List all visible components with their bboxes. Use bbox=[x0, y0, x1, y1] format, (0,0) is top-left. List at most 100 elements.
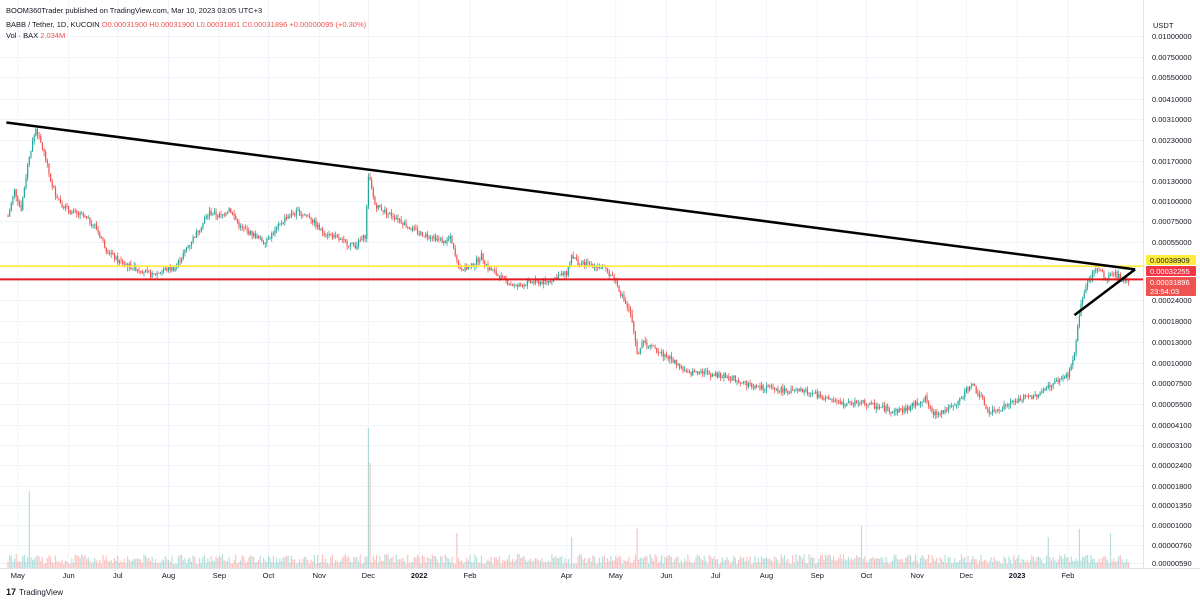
volume-bar bbox=[1011, 563, 1013, 568]
volume-bar bbox=[277, 562, 279, 568]
volume-bar bbox=[76, 555, 78, 568]
volume-bar bbox=[602, 556, 604, 568]
volume-bar bbox=[213, 560, 216, 568]
volume-bar bbox=[1124, 561, 1126, 568]
candle-body bbox=[416, 229, 419, 234]
volume-bar bbox=[240, 560, 242, 568]
candle-body bbox=[664, 354, 666, 357]
volume-bar bbox=[867, 561, 869, 568]
volume-bar bbox=[821, 554, 823, 568]
candle-body bbox=[764, 389, 766, 391]
candle-body bbox=[323, 232, 325, 235]
trendlines[interactable] bbox=[6, 121, 1136, 317]
candle-body bbox=[228, 208, 230, 212]
candle-body bbox=[87, 217, 89, 219]
candle-body bbox=[770, 385, 773, 387]
candle-body bbox=[163, 269, 165, 272]
candle-body bbox=[353, 242, 355, 246]
time-tick-label: 2023 bbox=[1009, 571, 1026, 580]
volume-bar bbox=[433, 556, 435, 568]
symbol-label[interactable]: BABB / Tether, 1D, KUCOIN bbox=[6, 20, 100, 29]
volume-bar bbox=[857, 557, 859, 568]
candle-body bbox=[1044, 388, 1046, 391]
time-tick-label: May bbox=[609, 571, 623, 580]
candle-body bbox=[924, 395, 926, 401]
candle-body bbox=[670, 356, 673, 360]
volume-bar bbox=[860, 526, 863, 568]
candle-body bbox=[785, 388, 787, 391]
candle-body bbox=[546, 281, 548, 283]
volume-bar bbox=[682, 563, 684, 568]
volume-bar bbox=[74, 554, 76, 568]
volume-bar bbox=[507, 558, 509, 568]
time-tick-label: Jun bbox=[661, 571, 673, 580]
volume-bar bbox=[777, 560, 779, 568]
candle-body bbox=[320, 228, 322, 230]
price-tick-label: 0.00230000 bbox=[1152, 136, 1192, 145]
candle-body bbox=[698, 372, 700, 374]
volume-bar bbox=[1023, 559, 1025, 568]
candle-body bbox=[605, 266, 607, 269]
candle-body bbox=[790, 389, 792, 394]
volume-bar bbox=[826, 556, 828, 568]
volume-bar bbox=[890, 561, 892, 568]
volume-bar bbox=[46, 558, 48, 568]
candle-body bbox=[408, 227, 410, 229]
volume-bar bbox=[787, 558, 789, 568]
ohlc-values: O0.00031900 H0.00031900 L0.00031801 C0.0… bbox=[101, 20, 367, 29]
candle-body bbox=[230, 208, 232, 213]
candle-body bbox=[374, 197, 376, 205]
candle-body bbox=[862, 400, 864, 403]
price-axis[interactable]: 0.01000000 0.00750000 0.00550000 0.00410000… bbox=[1152, 32, 1192, 568]
volume-bar bbox=[836, 559, 838, 568]
volume-bar bbox=[1070, 556, 1072, 568]
candle-body bbox=[285, 217, 288, 219]
volume-bar bbox=[92, 561, 94, 568]
volume-bar bbox=[1093, 558, 1095, 568]
time-axis[interactable]: May Jun Jul Aug Sep Oct Nov Dec 2022 Feb Apr May Jun… bbox=[11, 571, 1075, 580]
volume-bar bbox=[914, 554, 917, 568]
tradingview-footer[interactable]: 17 TradingView bbox=[6, 587, 63, 597]
volume-bar bbox=[923, 557, 925, 568]
volume-bar bbox=[675, 556, 677, 568]
candle-body bbox=[141, 272, 143, 274]
volume-bar bbox=[1096, 562, 1099, 568]
volume-bar bbox=[318, 562, 320, 568]
volume-bar bbox=[1106, 559, 1108, 568]
volume-bar bbox=[582, 559, 584, 568]
volume-bar bbox=[502, 560, 504, 568]
candle-body bbox=[9, 210, 11, 217]
volume-bar bbox=[633, 559, 635, 568]
candle-body bbox=[258, 235, 260, 238]
candle-body bbox=[810, 393, 812, 395]
volume-legend: Vol · BAX 2.034M bbox=[6, 31, 65, 40]
volume-bar bbox=[474, 554, 476, 568]
volume-bar bbox=[962, 558, 964, 568]
volume-bar bbox=[618, 555, 620, 568]
candle-body bbox=[1109, 273, 1112, 275]
candle-body bbox=[362, 235, 365, 239]
volume-bar bbox=[267, 555, 270, 568]
volume-label[interactable]: Vol · BAX bbox=[6, 31, 39, 40]
volume-bar bbox=[302, 558, 304, 568]
candle-body bbox=[426, 233, 428, 237]
volume-bar bbox=[312, 561, 314, 568]
volume-bar bbox=[1082, 556, 1084, 568]
volume-bar bbox=[1108, 563, 1110, 568]
volume-bar bbox=[1029, 560, 1031, 568]
volume-bar bbox=[328, 563, 330, 568]
time-tick-label: Sep bbox=[213, 571, 226, 580]
candle-body bbox=[433, 236, 435, 239]
volume-bar bbox=[919, 557, 922, 568]
candle-body bbox=[923, 400, 925, 403]
volume-bar bbox=[212, 560, 214, 568]
volume-bar bbox=[177, 556, 179, 568]
candle-body bbox=[1111, 273, 1113, 275]
candle-body bbox=[783, 388, 786, 393]
volume-bar bbox=[906, 556, 908, 568]
volume-bar bbox=[892, 560, 894, 568]
candle-body bbox=[932, 411, 935, 416]
price-label-box bbox=[1146, 255, 1196, 265]
volume-bar bbox=[841, 558, 843, 568]
